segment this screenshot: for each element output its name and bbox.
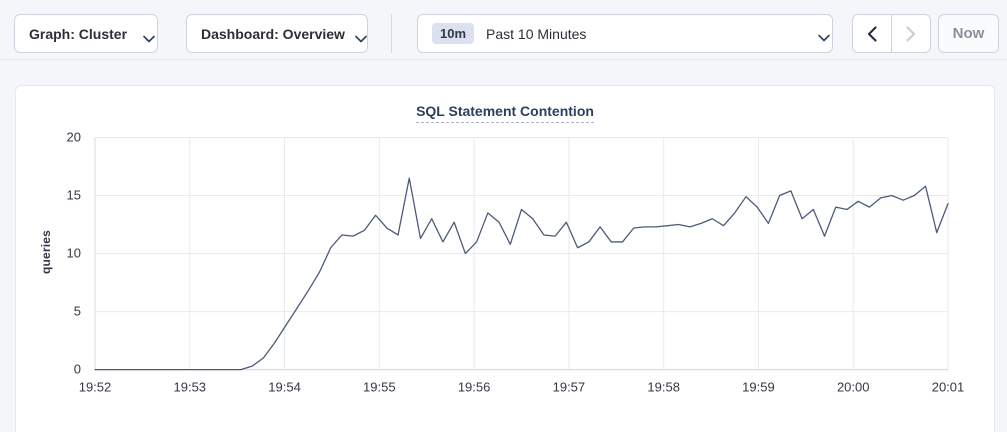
svg-text:19:54: 19:54 — [268, 380, 301, 395]
svg-text:19:57: 19:57 — [553, 380, 586, 395]
svg-text:5: 5 — [74, 304, 81, 319]
svg-text:0: 0 — [74, 362, 81, 377]
svg-text:20:01: 20:01 — [932, 380, 965, 395]
svg-text:19:55: 19:55 — [363, 380, 396, 395]
svg-text:20:00: 20:00 — [837, 380, 870, 395]
svg-text:19:56: 19:56 — [458, 380, 491, 395]
svg-text:10: 10 — [67, 246, 81, 261]
svg-text:19:59: 19:59 — [742, 380, 775, 395]
svg-text:19:53: 19:53 — [174, 380, 207, 395]
svg-text:19:52: 19:52 — [79, 380, 112, 395]
svg-text:20: 20 — [67, 130, 81, 145]
svg-text:15: 15 — [67, 188, 81, 203]
svg-text:19:58: 19:58 — [647, 380, 680, 395]
